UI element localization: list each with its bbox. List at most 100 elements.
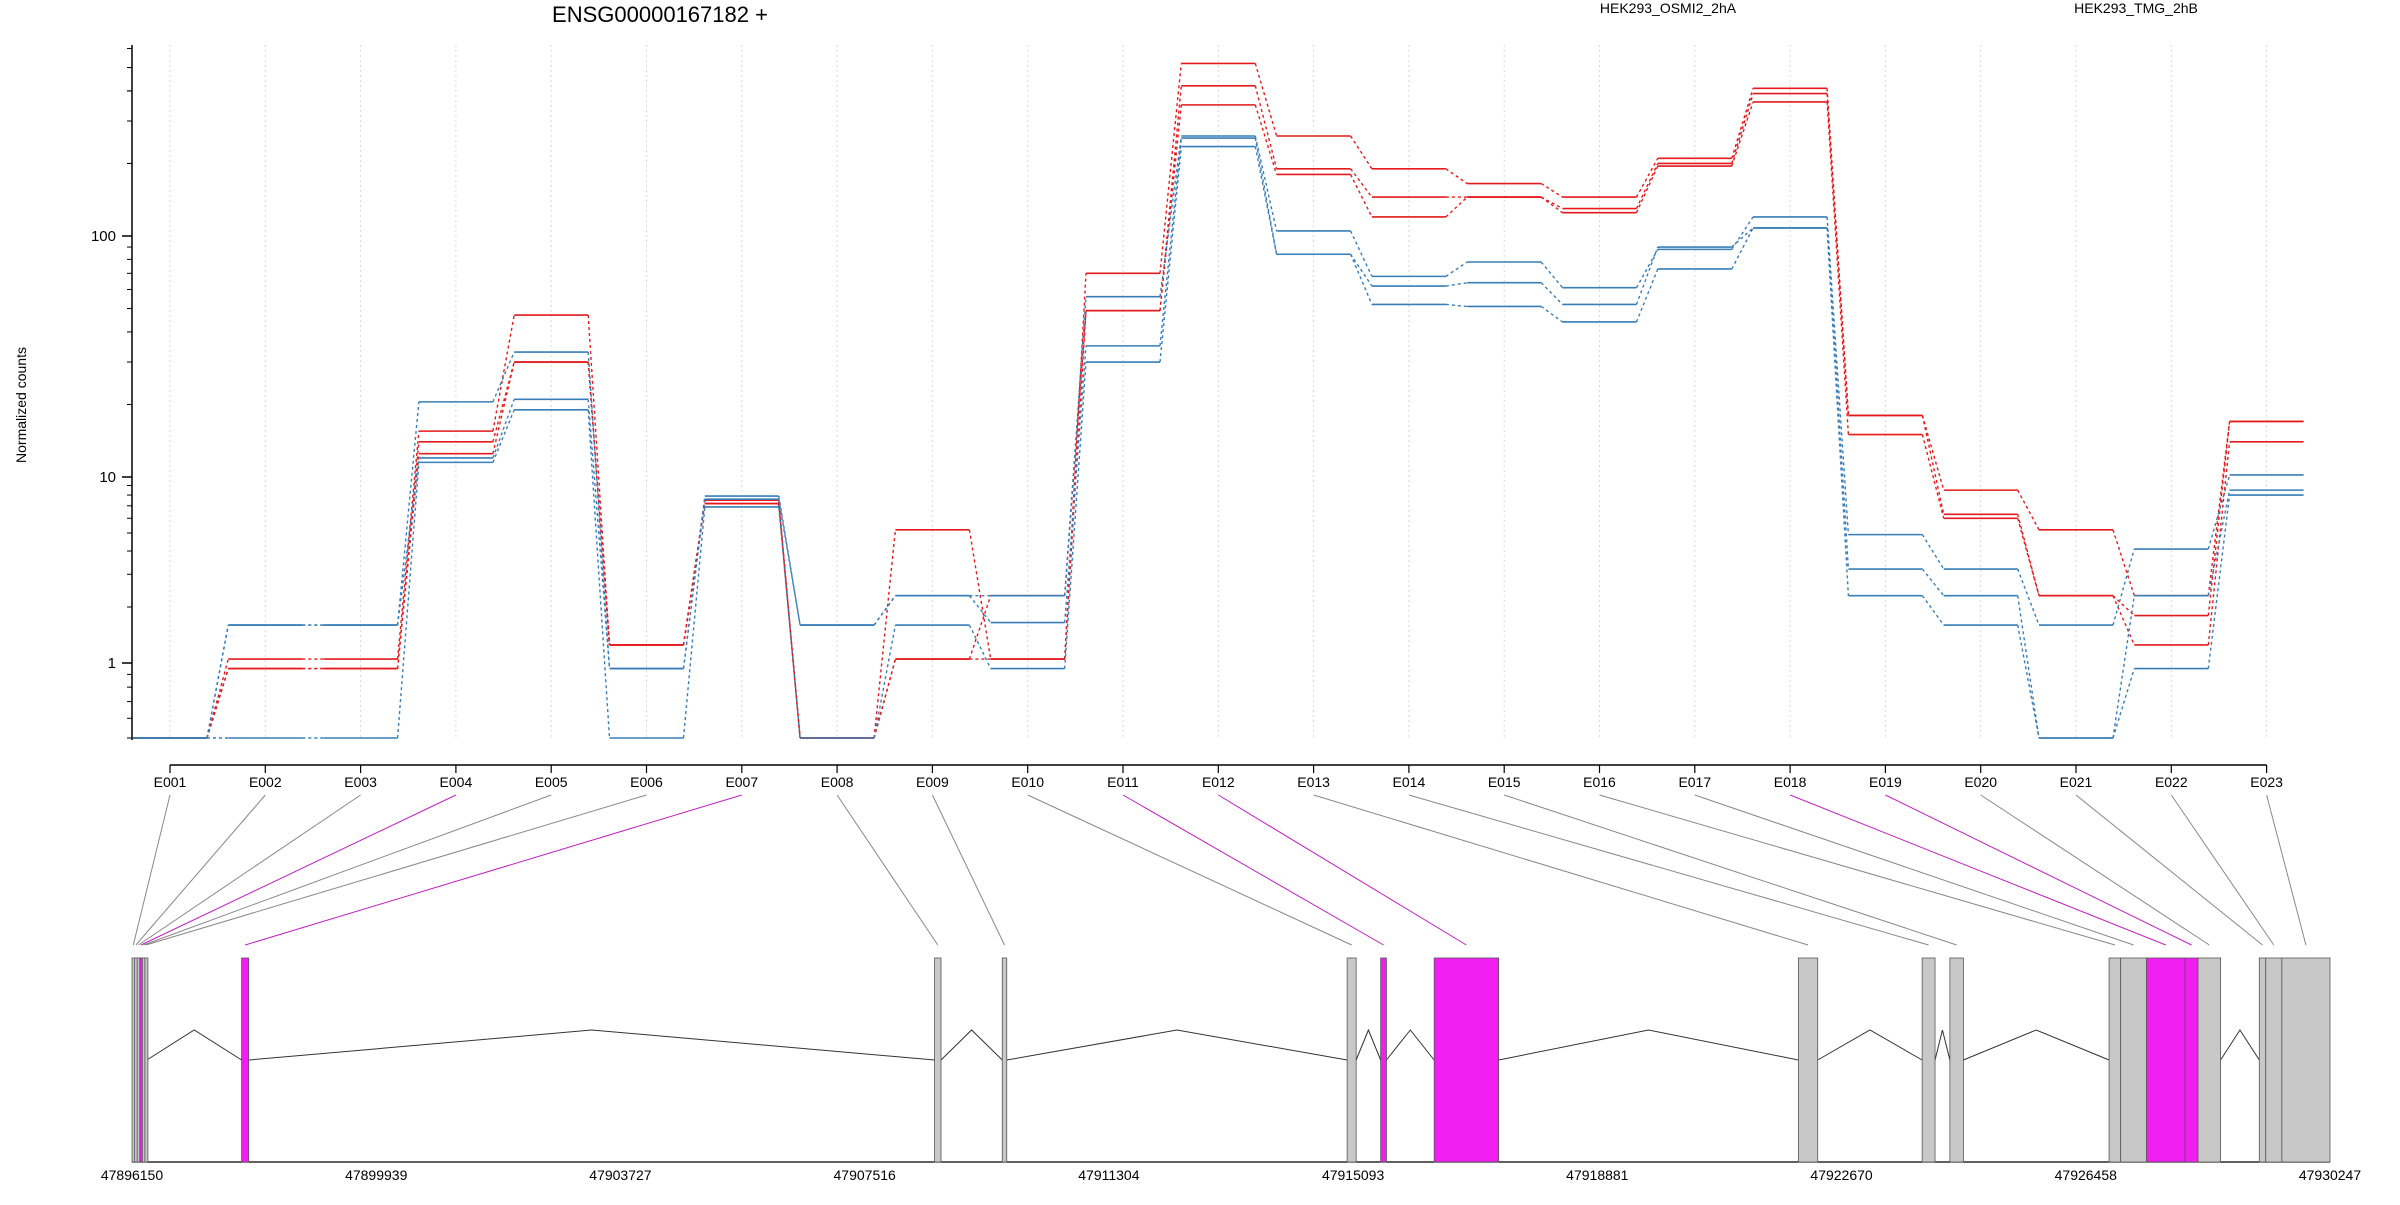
x-tick-label: E006 bbox=[630, 774, 663, 790]
series-connector bbox=[1445, 303, 1468, 308]
series-connector bbox=[1445, 168, 1468, 185]
exon-box bbox=[241, 957, 250, 1163]
intron-line bbox=[940, 1029, 1003, 1061]
series-connector bbox=[2112, 668, 2135, 739]
series-connector bbox=[682, 499, 706, 669]
series-connector bbox=[1254, 135, 1278, 232]
series-connector bbox=[1064, 273, 1087, 660]
exon-connector bbox=[132, 794, 171, 946]
genomic-tick-label: 47918881 bbox=[1566, 1167, 1629, 1183]
y-axis-label: Normalized counts bbox=[13, 347, 29, 463]
exon-box bbox=[1346, 957, 1357, 1163]
intron-line bbox=[1355, 1028, 1382, 1061]
series-connector bbox=[2112, 595, 2135, 617]
x-tick-label: E003 bbox=[344, 774, 377, 790]
x-tick-label: E023 bbox=[2250, 774, 2283, 790]
intron-line bbox=[146, 1029, 242, 1061]
x-tick-label: E009 bbox=[916, 774, 949, 790]
series-connector bbox=[1731, 88, 1754, 159]
series-connector bbox=[1540, 196, 1563, 210]
series-connector bbox=[1826, 216, 1850, 535]
exon-connector bbox=[1408, 794, 1929, 946]
x-tick-label: E019 bbox=[1869, 774, 1902, 790]
series-connector bbox=[1731, 101, 1754, 167]
exon-box bbox=[1921, 957, 1936, 1163]
intron-line bbox=[1006, 1029, 1348, 1061]
exon-box bbox=[2108, 957, 2122, 1163]
exon-box bbox=[2265, 957, 2283, 1163]
series-connector bbox=[1540, 261, 1564, 289]
series-connector bbox=[1445, 196, 1468, 218]
exon-box bbox=[144, 957, 149, 1163]
series-connector bbox=[1635, 268, 1659, 323]
series-connector bbox=[1445, 282, 1468, 287]
exon-box bbox=[2120, 957, 2147, 1163]
y-tick-label: 1 bbox=[108, 655, 116, 672]
genomic-tick-label: 47896150 bbox=[101, 1167, 164, 1183]
genomic-tick-label: 47903727 bbox=[589, 1167, 652, 1183]
x-tick-label: E020 bbox=[1964, 774, 1997, 790]
exon-connector bbox=[1313, 794, 1809, 946]
exon-box bbox=[2197, 957, 2222, 1163]
series-connector bbox=[206, 624, 229, 739]
series-connector bbox=[492, 409, 515, 463]
exon-connector bbox=[931, 794, 1005, 946]
genomic-tick-label: 47899939 bbox=[345, 1167, 408, 1183]
series-connector bbox=[2207, 494, 2231, 669]
series-connector bbox=[396, 441, 420, 669]
series-connector bbox=[2112, 529, 2135, 596]
series-connector bbox=[587, 409, 611, 739]
exon-connector bbox=[1027, 794, 1352, 946]
series-connector bbox=[1350, 253, 1373, 287]
x-tick-label: E021 bbox=[2060, 774, 2093, 790]
y-tick-label: 100 bbox=[91, 228, 116, 245]
series-connector bbox=[1635, 163, 1659, 209]
series-connector bbox=[2017, 518, 2040, 596]
series-connector bbox=[1921, 568, 1945, 597]
x-tick-label: E022 bbox=[2155, 774, 2188, 790]
exon-connector bbox=[135, 794, 266, 946]
genomic-tick-label: 47911304 bbox=[1078, 1167, 1139, 1183]
series-connector bbox=[587, 314, 611, 646]
legend-tmg: HEK293_TMG_2hB bbox=[2074, 0, 2198, 16]
series-connector bbox=[1350, 168, 1373, 198]
series-connector bbox=[1826, 227, 1850, 570]
x-tick-label: E010 bbox=[1011, 774, 1044, 790]
series-connector bbox=[1349, 174, 1373, 218]
series-connector bbox=[1254, 85, 1278, 169]
series-connector bbox=[1159, 146, 1182, 363]
series-connector bbox=[1159, 137, 1182, 346]
chart-title: ENSG00000167182 + bbox=[552, 2, 768, 27]
exon-connector bbox=[2170, 794, 2275, 946]
series-connector bbox=[1921, 434, 1945, 519]
x-tick-label: E017 bbox=[1678, 774, 1711, 790]
series-connector bbox=[873, 624, 897, 739]
x-tick-label: E016 bbox=[1583, 774, 1616, 790]
series-connector bbox=[2112, 548, 2135, 626]
series-connector bbox=[2017, 624, 2040, 739]
y-tick-label: 10 bbox=[99, 469, 116, 486]
series-connector bbox=[587, 399, 611, 669]
series-connector bbox=[1349, 230, 1373, 277]
series-connector bbox=[1635, 165, 1659, 213]
series-connector bbox=[1445, 261, 1468, 277]
exon-connector bbox=[244, 794, 742, 946]
series-connector bbox=[1921, 415, 1945, 491]
series-connector bbox=[1349, 253, 1373, 305]
series-connector bbox=[396, 457, 420, 626]
exon-box bbox=[1797, 957, 1819, 1163]
intron-line bbox=[1817, 1029, 1923, 1061]
series-connector bbox=[1731, 227, 1754, 270]
series-connector bbox=[1921, 595, 1945, 626]
series-connector bbox=[968, 624, 992, 669]
series-connector bbox=[778, 495, 801, 626]
series-connector bbox=[2207, 441, 2231, 646]
x-tick-label: E002 bbox=[249, 774, 282, 790]
series-connector bbox=[778, 506, 801, 739]
exon-box bbox=[2146, 957, 2186, 1163]
legend-osmi: HEK293_OSMI2_2hA bbox=[1600, 0, 1737, 16]
genomic-tick-label: 47915093 bbox=[1322, 1167, 1385, 1183]
genomic-tick-label: 47922670 bbox=[1810, 1167, 1873, 1183]
exon-connector bbox=[140, 794, 457, 946]
